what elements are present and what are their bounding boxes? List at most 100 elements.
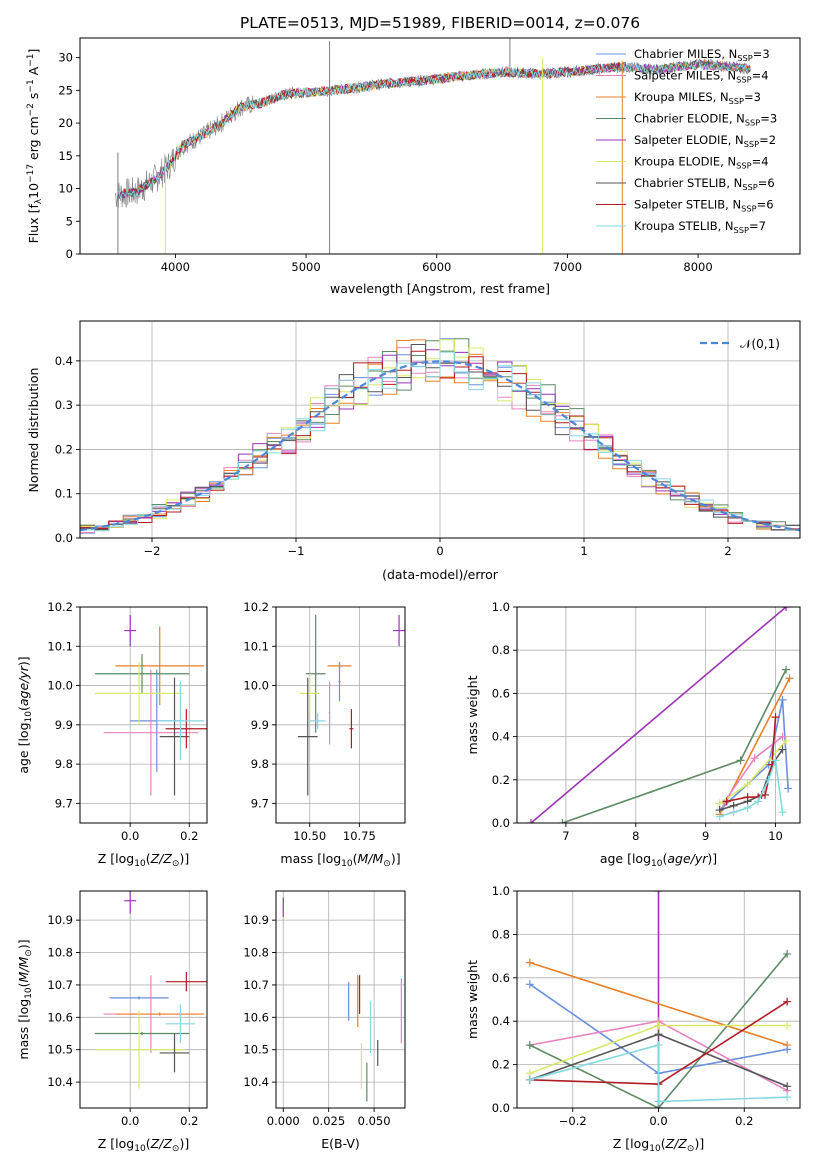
legend-label: Kroupa ELODIE, NSSP=4 xyxy=(634,155,769,171)
mass-weight-marker xyxy=(750,754,759,763)
legend-label: Chabrier ELODIE, NSSP=3 xyxy=(634,112,777,128)
x-tick-label: 6000 xyxy=(422,260,451,274)
x-tick-label: 7 xyxy=(562,829,569,843)
y-tick-label: 10.7 xyxy=(47,978,73,992)
mass-weight-marker xyxy=(764,775,773,784)
plot-area-mass-vs-EBV xyxy=(276,891,405,1108)
mass-weight-marker xyxy=(525,1041,534,1050)
y-tick-label: 10.4 xyxy=(243,1075,269,1089)
y-tick-label: 0.4 xyxy=(492,730,510,744)
x-tick-label: 10 xyxy=(768,829,783,843)
plot-area-age-vs-mass xyxy=(276,607,405,823)
x-tick-label: 0 xyxy=(436,544,443,558)
mass-weight-line xyxy=(530,607,787,823)
y-tick-label: 10.9 xyxy=(243,913,269,927)
mass-weight-marker xyxy=(654,891,663,895)
mass-weight-marker xyxy=(782,665,791,674)
y-tick-label: 9.8 xyxy=(251,757,269,771)
axes-frame xyxy=(516,606,801,824)
mass-weight-line xyxy=(529,1044,788,1103)
mass-weight-marker xyxy=(771,756,780,765)
y-tick-label: 10.6 xyxy=(243,1010,269,1024)
axes-frame xyxy=(275,890,406,1109)
x-axis-label: Z [log10(Z/Z⊙)] xyxy=(98,851,189,869)
legend-label: Salpeter STELIB, NSSP=6 xyxy=(634,198,774,214)
x-tick-label: 1 xyxy=(580,544,587,558)
y-tick-label: 0.4 xyxy=(492,1014,510,1028)
panel-residuals: −2 −1 0 1 2 0.0 0.1 0.2 0.3 0.4 𝒩(0,1) (data-model)… xyxy=(26,320,801,582)
y-tick-label: 0.4 xyxy=(55,354,73,368)
mass-weight-marker xyxy=(783,1093,792,1102)
legend-label: Kroupa STELIB, NSSP=7 xyxy=(634,219,766,235)
x-tick-label: 8000 xyxy=(683,260,712,274)
y-tick-label: 0.2 xyxy=(492,773,510,787)
y-tick-label: 0.1 xyxy=(55,487,73,501)
mass-weight-marker xyxy=(778,732,787,741)
mass-weight-marker xyxy=(784,784,793,793)
mass-weight-line xyxy=(529,961,788,1046)
x-axis-label: E(B-V) xyxy=(321,1136,360,1151)
y-tick-label: 9.7 xyxy=(251,796,269,810)
legend-label: Kroupa MILES, NSSP=3 xyxy=(634,90,761,106)
panel-mass-vs-EBV: 0.000 0.025 0.050 10.4 10.5 10.6 10.7 10.8 10.9 E… xyxy=(243,890,406,1151)
mass-weight-marker xyxy=(722,797,731,806)
mass-weight-marker xyxy=(754,797,763,806)
mass-weight-marker xyxy=(778,695,787,704)
y-tick-label: 0.8 xyxy=(492,643,510,657)
x-tick-label: 0.050 xyxy=(358,1114,391,1128)
mass-weight-marker xyxy=(558,819,567,823)
histogram-step xyxy=(80,350,800,530)
y-tick-label: 10.1 xyxy=(243,639,269,653)
x-tick-label: −0.2 xyxy=(559,1114,587,1128)
x-tick-label: 10.50 xyxy=(293,829,326,843)
mass-weight-marker xyxy=(778,808,787,817)
y-tick-label: 10.9 xyxy=(47,913,73,927)
mass-weight-marker xyxy=(526,819,535,823)
x-tick-label: 5000 xyxy=(291,260,320,274)
y-tick-label: 10.5 xyxy=(243,1043,269,1057)
plot-area-mass-vs-Z xyxy=(80,891,207,1108)
legend-label: Chabrier MILES, NSSP=3 xyxy=(634,47,770,63)
x-axis-label: (data-model)/error xyxy=(382,567,499,582)
y-tick-label: 10.2 xyxy=(243,600,269,614)
mass-weight-marker xyxy=(783,997,792,1006)
panel-spectrum: 4000 5000 6000 7000 8000 0 5 10 15 20 25 30 Chabrier… xyxy=(26,37,801,296)
mass-weight-marker xyxy=(783,1045,792,1054)
x-tick-label: −1 xyxy=(288,544,305,558)
mass-weight-marker xyxy=(654,1021,663,1030)
mass-weight-marker xyxy=(782,607,791,611)
x-tick-label: 0.000 xyxy=(267,1114,300,1128)
panel-age-vs-mass: 10.50 10.75 9.7 9.8 9.9 10.0 10.1 10.2 mass [log… xyxy=(243,600,406,869)
legend-label: 𝒩(0,1) xyxy=(740,337,780,351)
panel-mass-vs-Z: 0.0 0.2 10.4 10.5 10.6 10.7 10.8 10.9 Z [log10(Z… xyxy=(16,890,208,1154)
legend-label: Salpeter MILES, NSSP=4 xyxy=(634,69,769,85)
axes-frame xyxy=(79,890,208,1109)
mass-weight-marker xyxy=(785,674,794,683)
x-axis-label: mass [log10(M/M⊙)] xyxy=(280,851,400,869)
x-tick-label: 10.75 xyxy=(343,829,376,843)
panel-age-vs-Z: 0.0 0.2 9.7 9.8 9.9 10.0 10.1 10.2 Z [log10(Z/Z⊙… xyxy=(16,600,208,869)
axes-frame-residuals: −2 −1 0 1 2 0.0 0.1 0.2 0.3 0.4 𝒩(0,1) (data-model)… xyxy=(26,320,801,582)
y-tick-label: 25 xyxy=(58,83,73,97)
y-tick-label: 1.0 xyxy=(492,600,510,614)
y-axis-label: Flux [fλ10−17 erg cm−2 s−1 A−1] xyxy=(26,49,44,244)
y-tick-label: 30 xyxy=(58,51,73,65)
mass-weight-marker xyxy=(654,1030,663,1039)
y-tick-label: 15 xyxy=(58,149,73,163)
x-tick-label: 0.2 xyxy=(180,1114,198,1128)
plot-area-spectrum xyxy=(115,38,751,254)
x-tick-label: 0.2 xyxy=(180,829,198,843)
y-tick-label: 20 xyxy=(58,116,73,130)
x-tick-label: 7000 xyxy=(553,260,582,274)
plot-area-residuals xyxy=(80,321,800,538)
y-tick-label: 10.2 xyxy=(47,600,73,614)
mass-weight-marker xyxy=(525,958,534,967)
mass-weight-marker xyxy=(771,713,780,722)
figure-title: PLATE=0513, MJD=51989, FIBERID=0014, z=0… xyxy=(240,14,640,32)
axes-frame xyxy=(275,606,406,824)
spectrum-model-line xyxy=(117,59,751,199)
y-tick-label: 9.8 xyxy=(55,757,73,771)
mass-weight-marker xyxy=(715,812,724,821)
x-tick-label: 4000 xyxy=(161,260,190,274)
